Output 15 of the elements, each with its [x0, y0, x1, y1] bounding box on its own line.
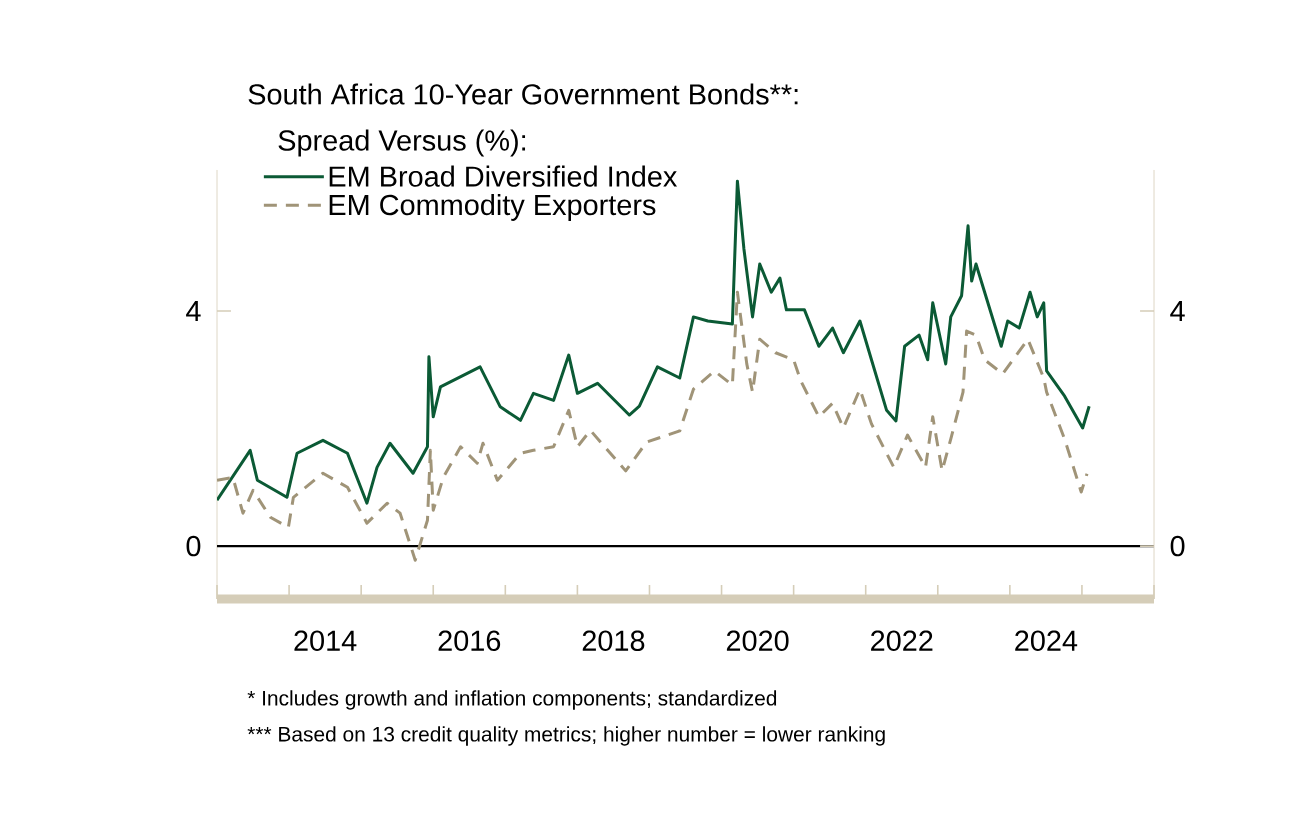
y2-tick-label: 0 — [186, 535, 201, 557]
x-tick-label: 2014 — [294, 630, 357, 651]
chart-title: South Africa 10-Year Government Bonds**: — [248, 83, 798, 105]
text: * Includes growth and inflation components; standardized — [247, 690, 777, 710]
x-tick-label: 2022 — [871, 630, 933, 651]
x-tick-label: 2016 — [438, 630, 501, 651]
legend-label: EM Commodity Exporters — [329, 194, 656, 221]
x-tick-label: 2018 — [582, 630, 645, 651]
legend-label: EM Broad Diversified Index — [329, 165, 678, 187]
line-series — [217, 290, 1089, 562]
y2-tick-label: 4 — [186, 301, 201, 321]
text: *** Based on 13 credit quality metrics; higher number = lower ranking — [247, 726, 885, 746]
x-tick-label: 2024 — [1015, 630, 1078, 651]
x-tick-label: 2020 — [726, 630, 789, 651]
legend-title: Spread Versus (%): — [278, 129, 526, 157]
